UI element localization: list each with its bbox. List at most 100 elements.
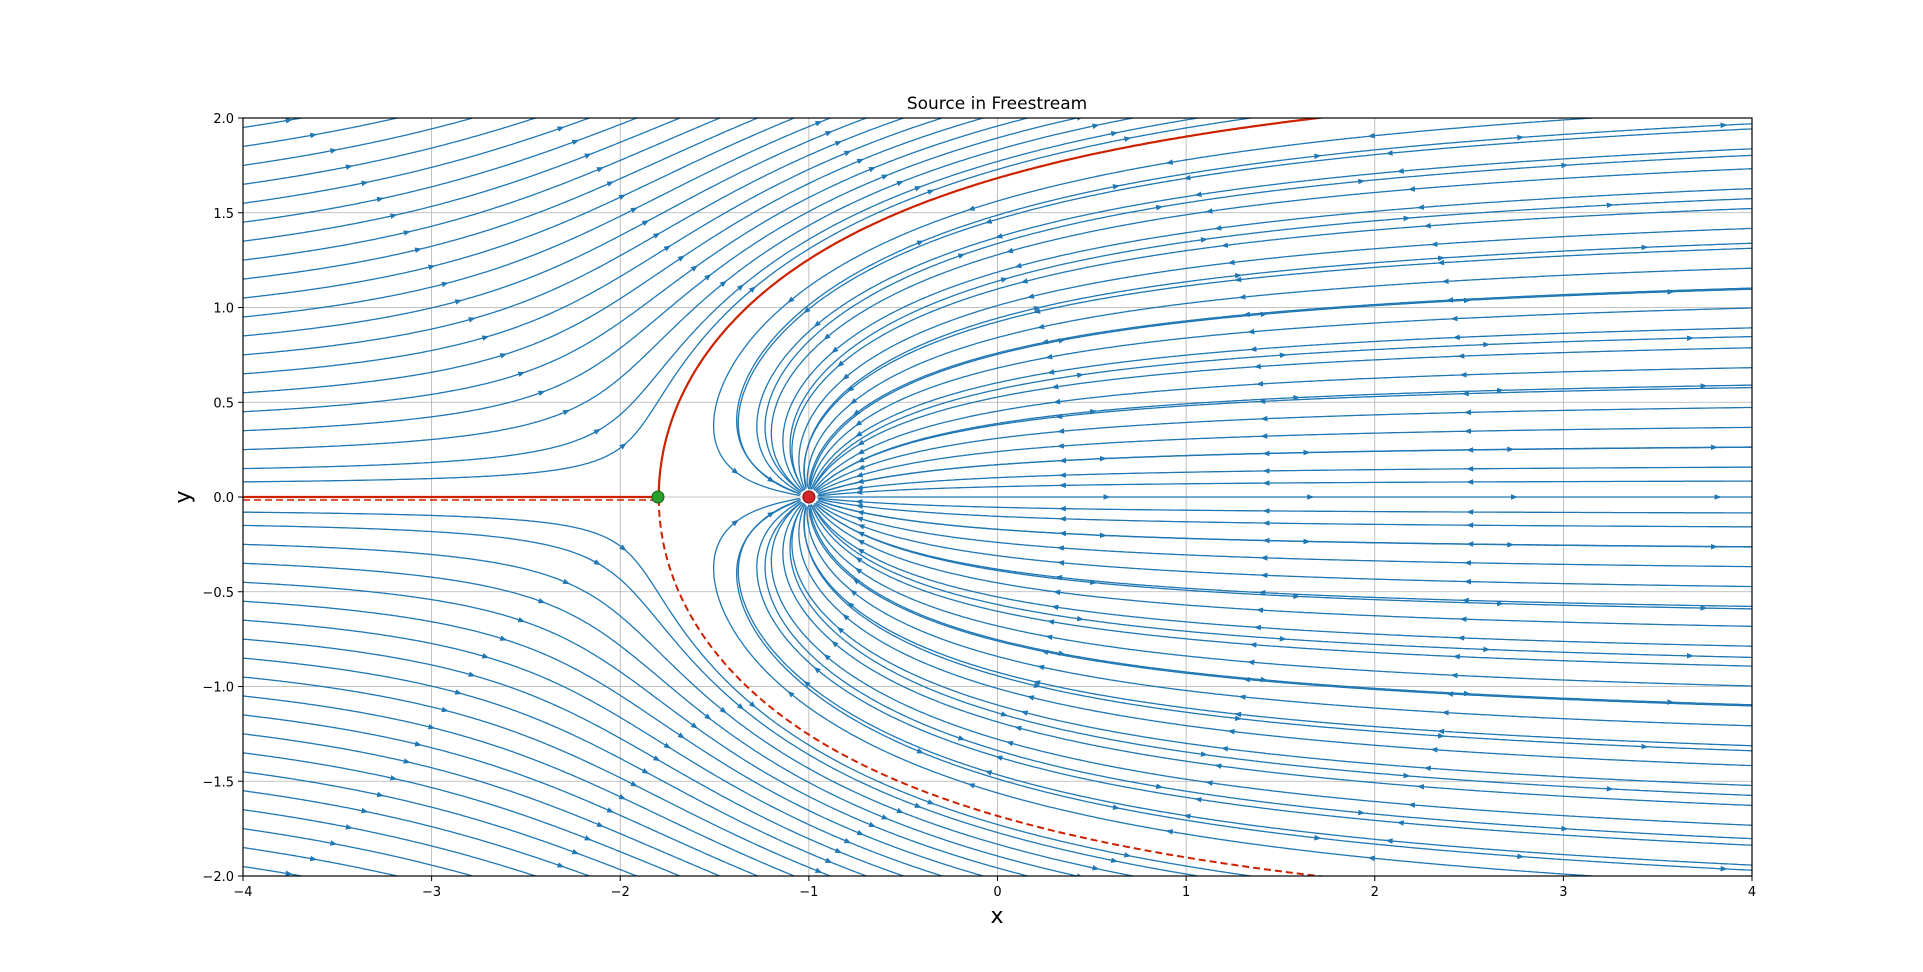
streamline (816, 500, 1752, 568)
x-tick-label: −2 (611, 885, 630, 900)
dividing-streamline (243, 118, 1328, 876)
x-tick-label: 3 (1559, 885, 1567, 900)
streamline (243, 790, 592, 876)
markers (651, 490, 816, 504)
streamline (243, 118, 722, 261)
streamline (243, 118, 476, 167)
streamline (808, 287, 1752, 490)
y-axis-label: y (171, 490, 196, 503)
streamline (243, 714, 760, 876)
y-ticks: −2.0 −1.5 −1.0 −0.5 0.0 0.5 1.0 1.5 2.0 (202, 112, 243, 885)
streamline (816, 426, 1752, 494)
streamline-arrow (796, 102, 798, 103)
streamline-arrow (796, 892, 798, 893)
streamlines (243, 101, 1752, 894)
streamline (243, 118, 400, 148)
streamline (816, 384, 1752, 490)
streamline (243, 619, 945, 876)
chart-title: Source in Freestream (907, 94, 1087, 114)
streamline (809, 504, 1752, 687)
y-tick-label: 0.5 (213, 396, 234, 411)
streamline (243, 733, 722, 876)
y-tick-label: −2.0 (202, 870, 234, 885)
streamline (243, 581, 1031, 876)
streamline-arrow (807, 112, 809, 113)
streamline (789, 197, 1752, 489)
streamline (810, 504, 1752, 667)
streamline (812, 504, 1752, 647)
streamline (243, 118, 1031, 413)
x-tick-label: −3 (422, 885, 441, 900)
streamline (243, 118, 682, 242)
streamline (243, 118, 986, 394)
streamline-arrow (542, 875, 550, 876)
streamline (789, 505, 1752, 797)
streamline (813, 367, 1752, 490)
y-tick-label: −1.0 (202, 681, 234, 696)
streamline (243, 543, 1137, 876)
streamline (737, 498, 1752, 866)
streamline (782, 187, 1752, 492)
x-tick-label: 2 (1371, 885, 1379, 900)
streamline (813, 504, 1752, 627)
stagnation-point-marker (651, 490, 665, 504)
streamline (243, 118, 833, 318)
streamline (712, 118, 1604, 497)
streamline (803, 507, 1752, 752)
streamline (712, 497, 1604, 876)
streamline (243, 118, 592, 204)
streamline (782, 502, 1752, 807)
streamline (814, 386, 1752, 492)
streamline (791, 502, 1752, 787)
streamline (810, 327, 1752, 490)
streamline (809, 307, 1752, 490)
streamline (243, 118, 1081, 432)
streamline (815, 502, 1752, 588)
streamline (736, 123, 1752, 494)
streamline (814, 502, 1752, 608)
streamline (243, 118, 306, 129)
streamline (243, 118, 906, 356)
streamline (791, 207, 1752, 492)
streamline (243, 118, 945, 375)
streamline-arrow (530, 101, 532, 102)
streamline (798, 227, 1752, 491)
streamline (243, 118, 639, 223)
streamline (243, 695, 796, 876)
streamline (243, 752, 682, 876)
x-tick-label: −1 (799, 885, 818, 900)
streamline (817, 497, 1752, 514)
x-ticks: −4 −3 −2 −1 0 1 2 3 4 (233, 876, 1756, 900)
streamline-arrow (530, 893, 532, 894)
streamline (243, 827, 476, 876)
streamline (243, 118, 760, 280)
streamline (818, 466, 1752, 496)
streamline (770, 168, 1752, 493)
source-marker (802, 490, 816, 504)
streamline (815, 406, 1752, 492)
y-tick-label: −0.5 (202, 586, 234, 601)
streamline (243, 865, 306, 876)
x-axis-label: x (990, 904, 1003, 929)
x-tick-label: 1 (1182, 885, 1190, 900)
streamline (756, 500, 1752, 846)
dividing-streamline-lower (657, 498, 1327, 876)
streamline (813, 335, 1752, 487)
streamline (243, 846, 400, 876)
streamline (243, 657, 869, 876)
streamline (816, 504, 1752, 610)
streamline (243, 118, 1256, 483)
streamline (243, 809, 538, 876)
x-tick-label: 0 (993, 885, 1001, 900)
streamline (770, 501, 1752, 826)
streamline (243, 600, 986, 876)
streamline (243, 771, 639, 876)
streamline (243, 524, 1203, 876)
dividing-streamline-upper (657, 118, 1328, 496)
streamline (243, 562, 1081, 876)
streamline (243, 118, 538, 185)
streamline (812, 347, 1752, 490)
streamline (243, 676, 833, 876)
y-tick-label: 2.0 (213, 112, 234, 127)
